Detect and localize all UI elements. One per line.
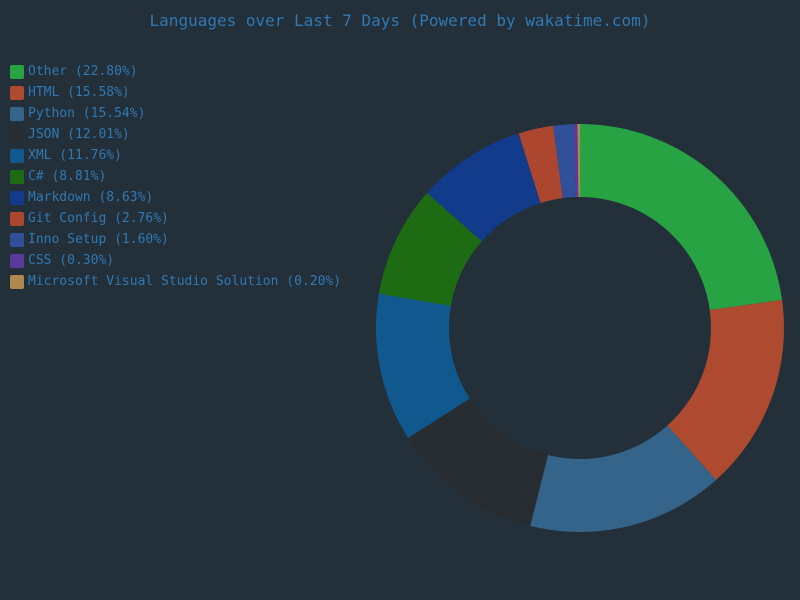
legend-item-css[interactable]: CSS (0.30%): [10, 250, 341, 271]
legend-swatch-markdown: [10, 190, 24, 205]
pie-slice-css[interactable]: [573, 124, 579, 198]
legend-label: Markdown (8.63%): [28, 190, 154, 205]
legend-item-html[interactable]: HTML (15.58%): [10, 82, 341, 103]
legend-swatch-microsoft-visual-studio-solution: [10, 274, 24, 289]
legend-swatch-html: [10, 85, 24, 100]
legend-swatch-python: [10, 106, 24, 121]
legend-swatch-xml: [10, 148, 24, 163]
pie-slice-json[interactable]: [408, 398, 549, 526]
legend-swatch-css: [10, 253, 24, 268]
legend-item-git-config[interactable]: Git Config (2.76%): [10, 208, 341, 229]
legend-label: Other (22.80%): [28, 64, 138, 79]
legend-label: Microsoft Visual Studio Solution (0.20%): [28, 274, 342, 289]
legend-label: Python (15.54%): [28, 106, 146, 121]
pie-slice-microsoft-visual-studio-solution[interactable]: [577, 124, 580, 198]
legend-label: CSS (0.30%): [28, 253, 115, 268]
legend-item-c[interactable]: C# (8.81%): [10, 166, 341, 187]
legend-label: C# (8.81%): [28, 169, 107, 184]
legend-item-markdown[interactable]: Markdown (8.63%): [10, 187, 341, 208]
legend-swatch-c: [10, 169, 24, 184]
legend-item-python[interactable]: Python (15.54%): [10, 103, 341, 124]
legend-swatch-other: [10, 64, 24, 79]
legend-swatch-inno-setup: [10, 232, 24, 247]
pie-slice-git-config[interactable]: [518, 125, 563, 204]
legend-item-json[interactable]: JSON (12.01%): [10, 124, 341, 145]
legend-item-microsoft-visual-studio-solution[interactable]: Microsoft Visual Studio Solution (0.20%): [10, 271, 341, 292]
legend-item-inno-setup[interactable]: Inno Setup (1.60%): [10, 229, 341, 250]
legend: Other (22.80%) HTML (15.58%) Python (15.54…: [10, 61, 341, 292]
legend-swatch-git-config: [10, 211, 24, 226]
legend-label: Inno Setup (1.60%): [28, 232, 169, 247]
pie-slice-other[interactable]: [580, 124, 783, 310]
pie-slice-inno-setup[interactable]: [553, 124, 576, 199]
legend-label: JSON (12.01%): [28, 127, 130, 142]
legend-swatch-json: [10, 127, 24, 142]
pie-slice-c[interactable]: [378, 193, 482, 306]
pie-slice-markdown[interactable]: [427, 133, 541, 242]
pie-slice-html[interactable]: [667, 299, 785, 481]
legend-item-xml[interactable]: XML (11.76%): [10, 145, 341, 166]
legend-label: XML (11.76%): [28, 148, 122, 163]
chart-title: Languages over Last 7 Days (Powered by w…: [149, 11, 651, 30]
legend-label: Git Config (2.76%): [28, 211, 169, 226]
pie-slice-python[interactable]: [530, 425, 717, 533]
legend-item-other[interactable]: Other (22.80%): [10, 61, 341, 82]
pie-slice-xml[interactable]: [375, 293, 470, 438]
legend-label: HTML (15.58%): [28, 85, 130, 100]
